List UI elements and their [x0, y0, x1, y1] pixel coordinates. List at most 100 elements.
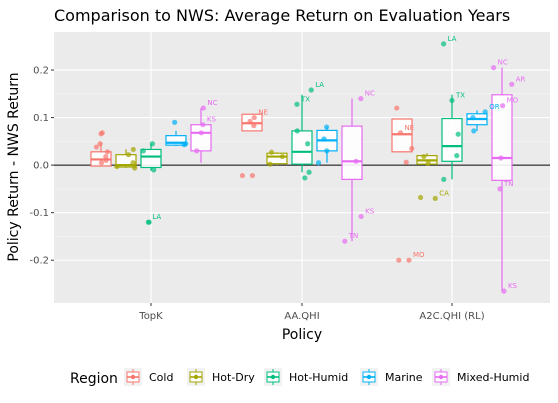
- legend-label: Hot-Dry: [212, 371, 255, 384]
- legend-item: Hot-Dry: [187, 368, 255, 386]
- data-point: [397, 130, 404, 136]
- point-label: LA: [152, 213, 161, 221]
- box-body: [291, 130, 313, 165]
- legend-item: Hot-Humid: [264, 368, 348, 386]
- x-tick-label: TopK: [138, 311, 163, 322]
- data-point: [239, 172, 245, 179]
- point-label: NC: [365, 90, 375, 98]
- data-point: [125, 152, 132, 158]
- data-point: [247, 118, 253, 124]
- data-point: [302, 175, 308, 181]
- data-point: [146, 219, 152, 225]
- legend-key-dot: [270, 374, 276, 380]
- data-point: [151, 167, 157, 173]
- data-point: [497, 186, 503, 192]
- legend-title: Region: [70, 371, 118, 387]
- chart-title: Comparison to NWS: Average Return on Eva…: [54, 6, 510, 25]
- data-point: [324, 124, 330, 130]
- point-label: KS: [365, 207, 375, 215]
- legend-item: Mixed-Humid: [432, 368, 529, 386]
- data-point: [324, 148, 330, 154]
- point-label: TX: [300, 95, 310, 103]
- legend-item: Marine: [360, 368, 423, 386]
- point-label: AR: [516, 75, 526, 83]
- point-label: KS: [207, 116, 217, 124]
- data-point: [432, 195, 438, 202]
- legend-label: Mixed-Humid: [457, 371, 529, 384]
- box-body: [441, 117, 463, 162]
- data-point: [279, 153, 285, 160]
- data-point: [97, 141, 103, 147]
- data-point: [200, 105, 206, 111]
- box-mixed-humid: [341, 98, 363, 242]
- box-mixed-humid: [491, 67, 513, 292]
- data-point: [454, 153, 460, 159]
- data-point: [114, 163, 120, 170]
- point-label: NC: [498, 59, 508, 67]
- data-point: [498, 155, 504, 161]
- legend-label: Cold: [149, 371, 173, 384]
- data-point: [440, 41, 447, 47]
- legend-label: Hot-Humid: [289, 371, 348, 384]
- legend-key-dot: [130, 374, 136, 380]
- data-point: [305, 141, 311, 147]
- data-point: [482, 109, 488, 115]
- data-point: [198, 130, 204, 136]
- data-point: [509, 81, 515, 87]
- legend-label: Marine: [385, 371, 423, 384]
- data-point: [249, 172, 256, 179]
- data-point: [455, 131, 461, 137]
- data-point: [130, 146, 136, 153]
- data-point: [501, 288, 507, 294]
- y-tick-label: -0.2: [29, 256, 49, 267]
- data-point: [93, 144, 100, 150]
- data-point: [315, 160, 322, 166]
- data-point: [104, 149, 111, 155]
- data-point: [470, 114, 476, 121]
- y-tick-label: -0.1: [29, 208, 49, 219]
- box-body: [341, 125, 363, 180]
- x-axis-label: Policy: [282, 327, 322, 343]
- data-point: [396, 257, 402, 263]
- data-point: [98, 160, 105, 166]
- data-point: [500, 103, 506, 109]
- data-point: [417, 194, 424, 201]
- data-point: [103, 157, 109, 163]
- legend-key-dot: [438, 374, 444, 380]
- legend: Region Cold Hot-Dry Hot-Humid Marine Mixed-H…: [70, 368, 529, 387]
- y-tick-label: 0.0: [33, 161, 49, 172]
- point-label: TN: [503, 180, 514, 188]
- point-label: TN: [348, 232, 359, 240]
- data-point: [268, 149, 275, 155]
- data-point: [471, 128, 477, 134]
- point-label: OR: [489, 103, 500, 111]
- data-point: [103, 153, 109, 160]
- data-point: [358, 213, 364, 220]
- data-point: [294, 128, 300, 134]
- data-point: [194, 148, 200, 154]
- x-tick-label: A2C.QHI (RL): [419, 311, 484, 322]
- data-point: [308, 87, 314, 93]
- data-point: [172, 119, 178, 125]
- box-hot-humid: [441, 94, 463, 180]
- box-hot-humid: [140, 143, 162, 171]
- data-point: [149, 141, 156, 147]
- box-body: [391, 118, 413, 153]
- y-tick-label: 0.2: [33, 66, 49, 77]
- y-axis-label: Policy Return - NWS Return: [6, 72, 22, 261]
- point-label: TX: [455, 91, 465, 99]
- data-point: [98, 131, 104, 137]
- data-point: [421, 153, 427, 160]
- box-body: [140, 148, 162, 169]
- data-point: [409, 145, 415, 152]
- box-body: [266, 152, 288, 165]
- data-point: [403, 159, 409, 165]
- data-point: [449, 97, 455, 104]
- legend-item: Cold: [124, 368, 173, 386]
- data-point: [251, 114, 257, 121]
- data-point: [306, 169, 312, 175]
- point-label: MO: [413, 251, 425, 259]
- data-point: [425, 160, 431, 166]
- data-point: [321, 136, 327, 142]
- data-point: [181, 142, 187, 148]
